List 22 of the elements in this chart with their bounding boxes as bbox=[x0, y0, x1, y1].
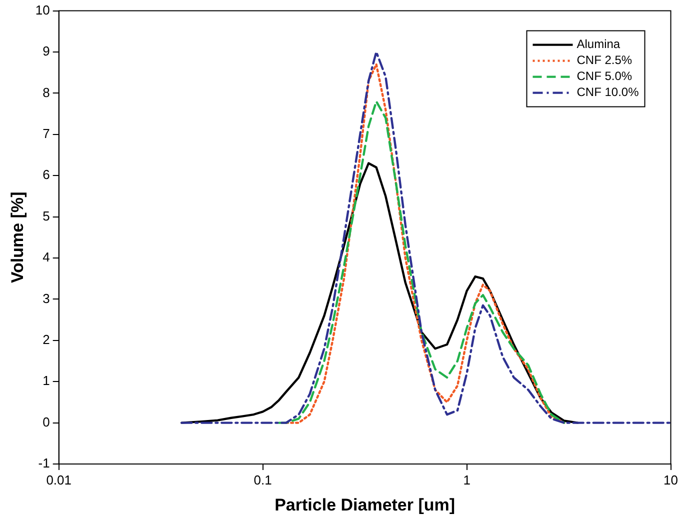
legend-label: CNF 10.0% bbox=[576, 85, 640, 100]
x-tick-label: 0.01 bbox=[46, 472, 72, 488]
legend-label: Alumina bbox=[576, 37, 620, 52]
x-tick-label: 0.1 bbox=[254, 472, 272, 488]
x-tick-label: 10 bbox=[664, 472, 678, 488]
y-tick-label: 1 bbox=[42, 373, 50, 388]
legend-label: CNF 5.0% bbox=[576, 69, 632, 84]
y-tick-label: -1 bbox=[38, 456, 50, 471]
y-tick-label: 10 bbox=[35, 2, 50, 18]
y-tick-label: 4 bbox=[42, 250, 50, 265]
y-tick-label: 6 bbox=[42, 167, 50, 182]
y-tick-label: 0 bbox=[42, 414, 50, 430]
legend-label: CNF 2.5% bbox=[576, 53, 632, 68]
y-tick-label: 7 bbox=[42, 126, 50, 141]
x-tick-label: 1 bbox=[463, 472, 470, 488]
y-tick-label: 9 bbox=[42, 44, 50, 59]
y-tick-label: 8 bbox=[42, 84, 50, 100]
y-tick-label: 2 bbox=[42, 332, 50, 347]
y-tick-label: 3 bbox=[42, 290, 50, 306]
y-tick-label: 5 bbox=[42, 208, 50, 224]
x-axis-title: Particle Diameter [um] bbox=[274, 495, 456, 514]
y-axis-title: Volume [%] bbox=[8, 192, 27, 284]
